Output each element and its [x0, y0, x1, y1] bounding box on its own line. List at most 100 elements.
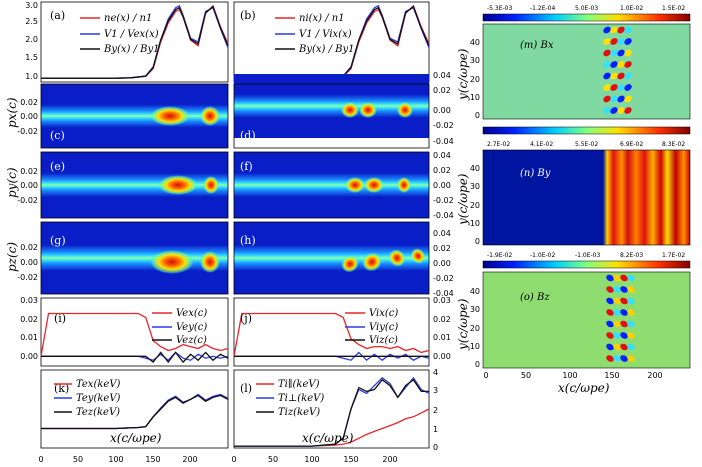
series-i-2	[41, 351, 229, 364]
fieldmap-o-label: (o) Bz	[520, 292, 550, 303]
panel-i-yticks: 0.03 0.02 0.01 0.00	[20, 296, 38, 361]
heatmap-c: (c)	[40, 83, 229, 149]
heatmap-f-blob-3	[397, 177, 411, 193]
legend-i-text-2: Vey(c)	[176, 322, 207, 333]
heatmap-g: (g)	[40, 221, 229, 295]
colorbar-o-tick-1: -1.9E-02	[487, 252, 512, 259]
panel-l-frame	[233, 369, 430, 449]
heatmap-f: (f)	[233, 151, 430, 219]
xtick-left-200: 200	[182, 455, 197, 464]
panel-i-label: (i)	[54, 312, 66, 325]
legend-j-text-2: Viy(c)	[369, 322, 398, 333]
e-ytick-2: 0.00	[20, 181, 38, 190]
rx-tick-200: 200	[647, 371, 662, 380]
colorbar-m-tick-4: 1.0E-02	[620, 5, 643, 12]
fieldmap-m: (m) Bx	[482, 23, 691, 120]
series-k-2	[41, 394, 229, 430]
legend-k-text-3: Tez(keV)	[76, 407, 120, 418]
bx-ripple	[610, 95, 618, 103]
panel-j	[233, 312, 430, 362]
g-ytick-3: -0.02	[17, 273, 38, 282]
colorbar-m-tick-5: 1.5E-02	[662, 5, 685, 12]
bz-ripple	[613, 309, 621, 316]
heatmap-d-frame	[233, 83, 430, 149]
legend-k-text-1: Tex(keV)	[76, 379, 121, 390]
colorbar-n-tick-3: 5.5E-02	[575, 141, 598, 148]
legend-j: Vix(c) Viy(c) Viz(c)	[345, 308, 398, 346]
colorbar-m	[482, 13, 691, 22]
bz-ripple	[627, 274, 635, 282]
bz-ripple	[620, 274, 628, 282]
i-ytick-1: 0.00	[20, 352, 38, 361]
bz-ripple	[606, 297, 614, 305]
rx-tick-100: 100	[562, 371, 577, 380]
bx-ripple	[624, 72, 632, 80]
xtick-left-150: 150	[145, 455, 160, 464]
panel-j-label: (j)	[240, 312, 252, 325]
bx-ripple	[610, 107, 618, 114]
rx-tick-50: 50	[521, 371, 531, 380]
bz-ripple	[606, 320, 614, 328]
bx-ripple	[617, 49, 625, 57]
colorbar-o	[482, 260, 691, 269]
bx-ripple	[617, 26, 625, 34]
i-ytick-2: 0.01	[20, 333, 38, 342]
bx-ripple	[617, 38, 625, 45]
fieldmap-m-label: (m) Bx	[520, 40, 554, 51]
legend-j-text-1: Vix(c)	[369, 308, 398, 319]
xtick-right-100: 100	[304, 455, 319, 464]
xlabel-l: x(c/ωpe)	[302, 431, 354, 445]
series-j-0	[233, 312, 430, 357]
heatmap-c-frame	[40, 83, 229, 149]
bz-ripple	[627, 286, 635, 293]
legend-j-text-3: Viz(c)	[369, 335, 398, 346]
bx-ripple	[603, 38, 611, 45]
f-ytick-5: -0.04	[433, 211, 454, 220]
bx-ripple	[610, 61, 618, 68]
bz-ripple	[627, 297, 635, 305]
xtick-right-200: 200	[382, 455, 397, 464]
heatmap-h-blob-4	[410, 248, 426, 264]
heatmap-d-mask	[234, 84, 429, 94]
series-i-0	[40, 312, 229, 357]
heatmap-c-band	[41, 84, 228, 148]
bz-ripple	[613, 343, 621, 351]
h-ytick-3: 0.00	[433, 259, 451, 268]
a-ytick-3: 2.0	[25, 35, 38, 44]
rx-tick-150: 150	[604, 371, 619, 380]
colorbar-o-tick-3: -1.0E-03	[575, 252, 600, 259]
bz-ripple	[613, 286, 621, 293]
panel-l-yticks: 0 1 2 3 4	[433, 368, 438, 452]
xtick-left-0: 0	[38, 455, 43, 464]
a-ytick-2: 1.5	[25, 53, 38, 62]
bz-ripple	[627, 343, 635, 351]
fieldmap-o: (o) Bz	[482, 271, 691, 369]
o-ytick-0: 0	[475, 360, 480, 369]
colorbar-m-tick-3: 5.0E-03	[575, 5, 598, 12]
heatmap-g-frame	[40, 221, 229, 295]
heatmap-d-blob-1	[341, 102, 359, 118]
heatmap-h: (h)	[233, 221, 430, 295]
i-ytick-4: 0.03	[20, 296, 38, 305]
heatmap-g-band	[41, 222, 228, 294]
panel-a	[41, 4, 229, 79]
bx-ripple	[624, 38, 632, 45]
bz-ripple	[627, 309, 635, 316]
bx-ripple	[603, 95, 611, 103]
fieldmap-n-bg	[483, 150, 690, 245]
heatmap-f-blob-2	[364, 177, 384, 193]
ylabel-n: y(c/ωpe)	[456, 173, 470, 226]
l-ytick-2: 2	[433, 406, 438, 415]
bx-ripple	[603, 107, 611, 114]
legend-b-text-3: By(x) / By1	[298, 44, 355, 55]
bx-ripple	[603, 61, 611, 68]
bx-ripple	[624, 61, 632, 68]
fieldmap-o-frame	[482, 271, 691, 369]
heatmap-h-blob-3	[388, 249, 406, 267]
heatmap-c-blob-1	[150, 106, 190, 126]
bx-ripple	[610, 84, 618, 91]
m-ytick-20: 20	[470, 75, 480, 84]
heatmap-f-blob-1	[345, 177, 365, 193]
xtick-right-50: 50	[268, 455, 278, 464]
heatmap-left-yticks: 0.02 0.00 -0.02 0.02 0.00 -0.02 0.02 0.0…	[17, 98, 38, 282]
